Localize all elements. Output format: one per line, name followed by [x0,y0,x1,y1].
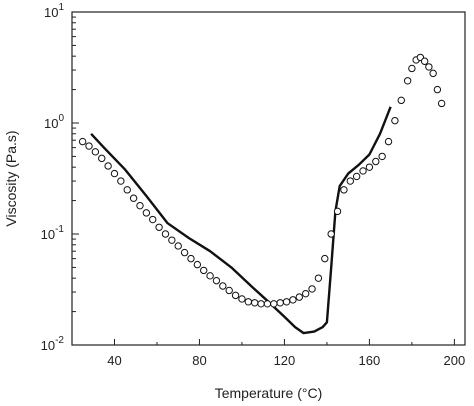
data-point [372,157,380,166]
data-point [346,177,354,185]
data-point [270,300,278,308]
data-point [429,69,437,78]
data-point [200,266,208,275]
data-point [219,282,227,290]
data-point [301,289,310,298]
data-point [250,299,259,307]
data-point [104,162,112,170]
data-point [225,286,233,295]
data-point [193,260,202,269]
data-point [397,96,405,105]
series-line [90,106,392,335]
x-tick-label: 160 [359,353,381,368]
data-point [433,85,442,94]
x-axis-label: Temperature (°C) [215,385,323,401]
data-point [98,154,106,163]
data-point [327,230,335,238]
x-tick-label: 80 [192,353,206,368]
plot-frame [71,11,466,346]
data-point [149,215,157,224]
data-point [282,298,291,306]
data-point [437,99,446,108]
data-point [91,148,100,156]
data-point [384,137,393,146]
data-point [333,207,342,216]
data-point [352,172,361,181]
data-point [174,242,182,250]
data-point [187,254,195,263]
data-point [231,291,240,300]
data-point [155,223,163,231]
x-tick-label: 40 [107,353,121,368]
data-point [110,169,119,178]
data-point [321,254,329,263]
data-point [365,163,374,171]
y-axis-label: Viscosity (Pa.s) [3,130,19,226]
data-point [408,64,416,73]
data-point [289,296,297,304]
data-point [78,137,87,146]
data-point [129,194,138,202]
data-point [168,236,176,244]
data-point [257,300,265,308]
x-tick-label: 200 [444,353,466,368]
data-point [212,276,221,285]
y-axis-ticks: 10-2 10-1 100 101 [41,2,79,353]
data-point [308,285,316,293]
data-point [142,209,151,217]
y-tick-label: 10-1 [41,224,65,242]
data-point [206,272,214,280]
y-tick-label: 101 [44,2,64,20]
data-point [403,77,412,85]
data-point [123,186,131,194]
data-point [263,300,272,308]
y-tick-label: 100 [44,113,64,131]
data-point [161,230,170,238]
data-point [391,116,399,125]
data-point [420,57,429,65]
data-point [238,295,246,303]
data-point [244,298,253,306]
data-point [117,177,125,185]
x-tick-label: 120 [274,353,296,368]
data-point [359,167,367,175]
y-tick-label: 10-2 [41,335,65,353]
data-point [340,186,348,194]
data-point [295,293,304,301]
data-point [378,152,386,161]
data-point [425,63,433,71]
data-point [85,142,93,150]
data-point [180,248,189,257]
data-point [276,299,284,307]
data-point [136,201,144,210]
data-point [314,274,323,282]
series-layer [78,53,446,335]
x-axis-ticks: 40 80 120 160 200 [71,339,466,368]
